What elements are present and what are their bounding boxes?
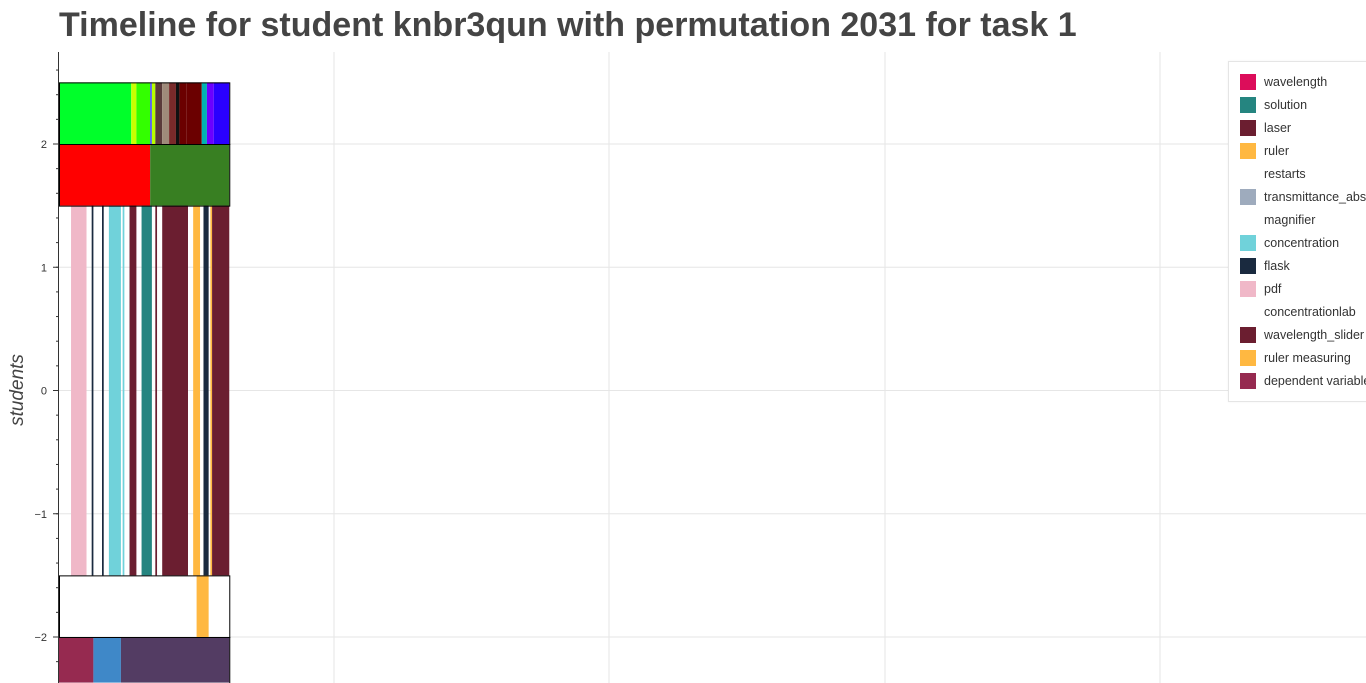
legend-label: concentration <box>1264 236 1340 250</box>
timeline-segment <box>122 205 125 576</box>
legend-label: solution <box>1264 98 1308 112</box>
timeline-segment <box>155 205 158 576</box>
legend-label: flask <box>1264 259 1290 273</box>
legend-label: transmittance_absorbance <box>1264 190 1366 204</box>
timeline-segment <box>210 205 213 576</box>
y-tick-label: 1 <box>41 262 47 274</box>
legend: wavelength solution laser ruler restarts tran… <box>1228 61 1366 402</box>
timeline-segment <box>206 82 214 144</box>
legend-item[interactable]: solution <box>1240 96 1307 114</box>
legend-swatch <box>1240 327 1256 343</box>
legend-swatch <box>1240 212 1256 228</box>
legend-swatch <box>1240 373 1256 389</box>
legend-item[interactable]: ruler measuring <box>1240 349 1351 367</box>
timeline-segment <box>186 82 202 144</box>
timeline-segment <box>196 575 209 637</box>
timeline-segment <box>162 82 170 144</box>
legend-swatch <box>1240 143 1256 159</box>
timeline-segment <box>120 637 230 683</box>
legend-item[interactable]: laser <box>1240 119 1291 137</box>
legend-item[interactable]: concentration <box>1240 234 1339 252</box>
legend-item[interactable]: concentrationlab <box>1240 303 1356 321</box>
lane-border <box>59 575 231 638</box>
timeline-segment <box>203 205 209 576</box>
timeline-segment <box>59 637 94 683</box>
timeline-segment <box>193 205 201 576</box>
legend-swatch <box>1240 258 1256 274</box>
legend-label: wavelength_slider <box>1264 328 1365 342</box>
legend-label: restarts <box>1264 167 1306 181</box>
legend-item[interactable]: ruler <box>1240 142 1289 160</box>
timeline-segment <box>59 144 151 206</box>
timeline-segment <box>213 82 230 144</box>
timeline-segment <box>141 205 152 576</box>
legend-label: dependent variable <box>1264 374 1366 388</box>
timeline-segment <box>179 82 187 144</box>
y-tick-label: 2 <box>41 139 47 151</box>
timeline-segment <box>108 205 121 576</box>
legend-label: ruler <box>1264 144 1290 158</box>
chart-title: Timeline for student knbr3qun with permu… <box>59 6 1077 44</box>
legend-item[interactable]: dependent variable <box>1240 372 1366 390</box>
timeline-segment <box>162 205 188 576</box>
legend-item[interactable]: wavelength_slider <box>1240 326 1364 344</box>
legend-swatch <box>1240 189 1256 205</box>
timeline-segment <box>155 82 163 144</box>
legend-label: wavelength <box>1264 75 1328 89</box>
legend-swatch <box>1240 74 1256 90</box>
legend-swatch <box>1240 235 1256 251</box>
y-tick-label: −1 <box>34 509 47 521</box>
timeline-segment <box>129 205 137 576</box>
y-tick-label: 0 <box>41 386 47 398</box>
lane-border <box>59 144 231 207</box>
legend-swatch <box>1240 97 1256 113</box>
timeline-segment <box>102 205 104 576</box>
legend-item[interactable]: wavelength <box>1240 73 1327 91</box>
timeline-segment <box>175 82 180 144</box>
timeline-segment <box>93 637 121 683</box>
legend-swatch <box>1240 120 1256 136</box>
timeline-segment <box>150 82 152 144</box>
legend-item[interactable]: flask <box>1240 257 1290 275</box>
timeline-segment <box>131 82 137 144</box>
timeline-segment <box>151 82 156 144</box>
legend-swatch <box>1240 350 1256 366</box>
legend-swatch <box>1240 304 1256 320</box>
timeline-segment <box>71 205 87 576</box>
legend-label: concentrationlab <box>1264 305 1356 319</box>
timeline-segment <box>150 144 230 206</box>
timeline-segment <box>201 82 207 144</box>
legend-label: magnifier <box>1264 213 1316 227</box>
legend-swatch <box>1240 281 1256 297</box>
timeline-segment <box>59 82 132 144</box>
timeline-segment <box>169 82 176 144</box>
timeline-segment <box>136 82 151 144</box>
timeline-segment <box>91 205 94 576</box>
legend-label: laser <box>1264 121 1292 135</box>
y-tick-label: −2 <box>34 632 47 644</box>
timeline-segment <box>212 205 230 576</box>
legend-label: ruler measuring <box>1264 351 1351 365</box>
legend-swatch <box>1240 166 1256 182</box>
legend-item[interactable]: pdf <box>1240 280 1281 298</box>
legend-item[interactable]: restarts <box>1240 165 1306 183</box>
legend-item[interactable]: transmittance_absorbance <box>1240 188 1366 206</box>
legend-label: pdf <box>1264 282 1282 296</box>
legend-item[interactable]: magnifier <box>1240 211 1315 229</box>
